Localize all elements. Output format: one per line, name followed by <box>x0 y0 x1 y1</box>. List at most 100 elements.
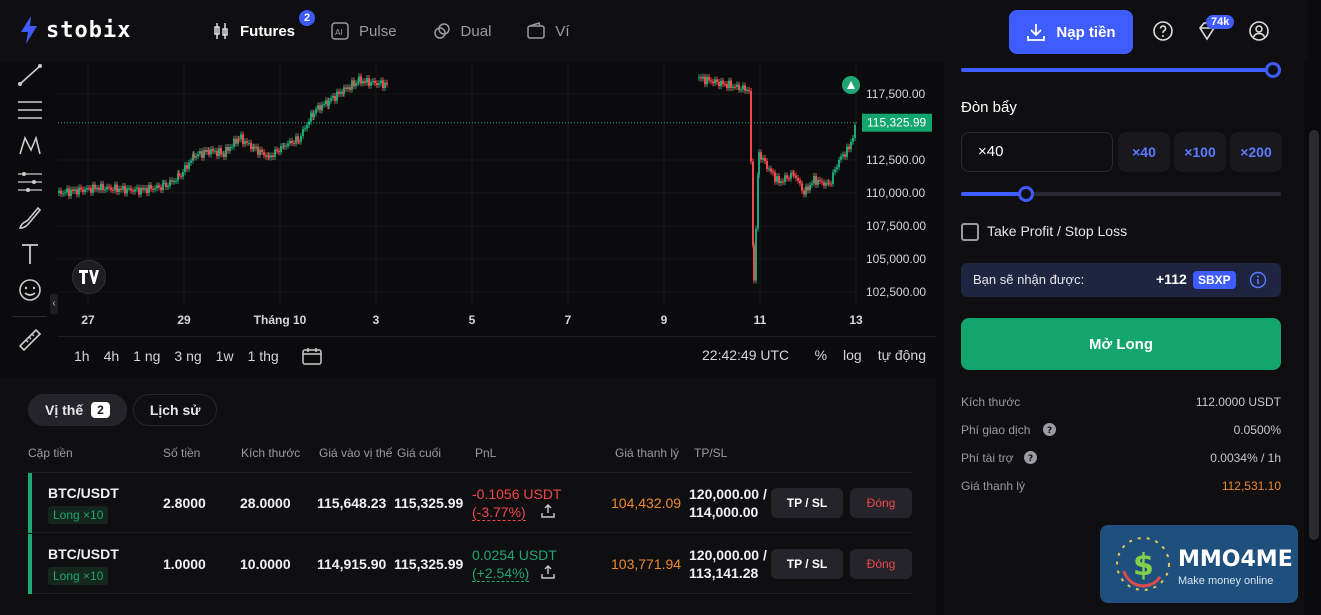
nav-pulse[interactable]: AI Pulse <box>331 22 397 40</box>
candle <box>347 87 349 89</box>
main-nav: Futures 2 AI Pulse Dual Ví <box>212 0 606 62</box>
candle <box>233 138 235 147</box>
candle <box>227 147 229 151</box>
help-icon[interactable]: ? <box>1043 423 1056 436</box>
nav-futures[interactable]: Futures 2 <box>212 10 316 40</box>
trend-line-icon[interactable] <box>16 62 44 90</box>
candle <box>298 141 300 143</box>
ruler-icon[interactable] <box>16 326 44 354</box>
top-bar: stobix Futures 2 AI Pulse Dual Ví Nạp ti… <box>0 0 1321 62</box>
candle <box>366 78 368 83</box>
timeframe-3d[interactable]: 3 ng <box>174 347 202 364</box>
candle <box>263 152 265 156</box>
candle <box>360 76 362 84</box>
text-icon[interactable] <box>16 240 44 268</box>
tpsl-button[interactable]: TP / SL <box>771 549 843 579</box>
candle <box>259 149 261 155</box>
candle <box>238 139 240 141</box>
scrollbar-thumb[interactable] <box>1309 130 1319 540</box>
candle <box>120 188 122 190</box>
timeframe-1h[interactable]: 1h <box>74 347 90 364</box>
leverage-chip-200[interactable]: ×200 <box>1230 132 1282 172</box>
candle <box>838 159 840 168</box>
horizontal-lines-icon[interactable] <box>16 96 44 124</box>
collapse-toolbar-button[interactable]: ‹ <box>50 294 58 314</box>
svg-text:AI: AI <box>335 28 343 37</box>
timeframe-1m[interactable]: 1 thg <box>247 347 279 364</box>
info-icon[interactable] <box>1249 271 1267 289</box>
share-icon[interactable] <box>541 504 555 518</box>
candle <box>80 187 82 190</box>
candle <box>223 153 225 157</box>
timeframe-1d[interactable]: 1 ng <box>133 347 161 364</box>
candle <box>736 84 738 87</box>
candle <box>237 139 239 144</box>
coins-icon <box>433 23 450 39</box>
price-chart[interactable]: 27 29 Tháng 10 3 5 7 9 11 13 117,500.00 112,500.00… <box>58 62 936 374</box>
leverage-slider-track[interactable] <box>961 192 1281 196</box>
log-scale-toggle[interactable]: log <box>843 347 862 363</box>
nav-wallet[interactable]: Ví <box>527 22 570 40</box>
deposit-button[interactable]: Nạp tiền <box>1009 10 1133 54</box>
candle <box>384 82 386 88</box>
leverage-slider-knob[interactable] <box>1018 186 1034 202</box>
candle <box>752 161 754 246</box>
long-marker[interactable] <box>842 76 860 94</box>
leverage-chip-100[interactable]: ×100 <box>1174 132 1226 172</box>
leverage-chip-40[interactable]: ×40 <box>1118 132 1170 172</box>
tab-positions[interactable]: Vị thế 2 <box>28 394 127 426</box>
candle <box>753 245 755 281</box>
help-icon[interactable] <box>1152 20 1174 42</box>
candle <box>165 182 167 187</box>
candle <box>310 112 312 122</box>
candle <box>811 183 813 185</box>
candle <box>184 165 186 173</box>
timeframe-4h[interactable]: 4h <box>103 347 120 364</box>
date-range-icon[interactable] <box>301 346 323 366</box>
help-icon[interactable]: ? <box>1024 451 1037 464</box>
share-icon[interactable] <box>541 565 555 579</box>
candle <box>748 89 750 92</box>
brand-logo[interactable]: stobix <box>20 16 131 44</box>
chart-timestamp: 22:42:49 UTC <box>702 347 790 363</box>
brush-icon[interactable] <box>16 204 44 232</box>
candle <box>768 168 770 170</box>
candle <box>108 186 110 188</box>
tab-history[interactable]: Lịch sử <box>132 394 218 426</box>
timeframe-1w[interactable]: 1w <box>215 347 234 364</box>
auto-scale-toggle[interactable]: tự động <box>877 347 926 363</box>
leverage-input[interactable]: ×40 <box>961 132 1113 172</box>
candle <box>293 143 295 145</box>
close-position-button[interactable]: Đóng <box>850 549 912 579</box>
percent-scale-toggle[interactable]: % <box>814 347 828 363</box>
tpsl-button[interactable]: TP / SL <box>771 488 843 518</box>
candle <box>112 189 114 191</box>
drawing-toolbar: ‹ <box>0 62 58 374</box>
candle <box>380 80 382 84</box>
user-icon[interactable] <box>1248 20 1270 42</box>
candle <box>173 181 175 183</box>
candle <box>163 182 165 184</box>
candle <box>114 184 116 191</box>
amount-slider-knob[interactable] <box>1265 62 1281 78</box>
fib-icon[interactable] <box>16 168 44 196</box>
info-funding-label: Phí tài trợ <box>961 451 1014 465</box>
tradingview-logo[interactable] <box>72 260 106 294</box>
candle <box>214 150 216 152</box>
close-position-button[interactable]: Đóng <box>850 488 912 518</box>
candle <box>755 228 757 281</box>
pattern-icon[interactable] <box>16 132 44 160</box>
candle <box>190 160 192 163</box>
price-tick-label: 102,500.00 <box>866 285 926 299</box>
candles-icon <box>214 23 228 39</box>
nav-futures-label: Futures <box>240 22 296 40</box>
tpsl-checkbox[interactable] <box>961 223 979 241</box>
candle <box>782 181 784 183</box>
emoji-icon[interactable] <box>16 276 44 304</box>
nav-dual[interactable]: Dual <box>433 22 491 40</box>
open-long-button[interactable]: Mở Long <box>961 318 1281 370</box>
candle <box>158 185 160 188</box>
candle <box>208 150 210 155</box>
tpsl-label: Take Profit / Stop Loss <box>987 223 1128 239</box>
candle <box>132 190 134 192</box>
